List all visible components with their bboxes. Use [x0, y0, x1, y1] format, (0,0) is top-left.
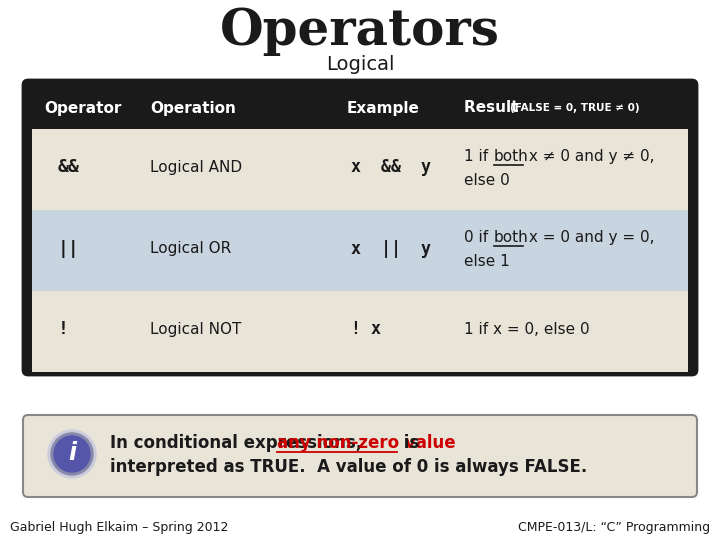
FancyBboxPatch shape: [30, 85, 690, 131]
Text: is: is: [398, 434, 419, 452]
Text: Result: Result: [464, 100, 523, 116]
Text: both: both: [494, 230, 528, 245]
Text: x = 0 and y = 0,: x = 0 and y = 0,: [524, 230, 654, 245]
Text: x  ||  y: x || y: [351, 240, 431, 258]
Text: both: both: [494, 149, 528, 164]
Text: Gabriel Hugh Elkaim – Spring 2012: Gabriel Hugh Elkaim – Spring 2012: [10, 521, 228, 534]
Text: !: !: [58, 321, 69, 339]
Text: (FALSE = 0, TRUE ≠ 0): (FALSE = 0, TRUE ≠ 0): [510, 103, 639, 113]
Text: ! x: ! x: [351, 321, 381, 339]
Text: Logical AND: Logical AND: [150, 160, 242, 175]
Text: CMPE-013/L: “C” Programming: CMPE-013/L: “C” Programming: [518, 521, 710, 534]
Text: x  &&  y: x && y: [351, 159, 431, 177]
Text: interpreted as TRUE.  A value of 0 is always FALSE.: interpreted as TRUE. A value of 0 is alw…: [110, 458, 588, 476]
Text: else 0: else 0: [464, 173, 510, 188]
Text: x ≠ 0 and y ≠ 0,: x ≠ 0 and y ≠ 0,: [524, 149, 654, 164]
Text: Logical: Logical: [325, 55, 395, 73]
Text: ||: ||: [58, 240, 80, 258]
Circle shape: [48, 430, 96, 478]
Bar: [32, 210, 688, 291]
Circle shape: [51, 433, 93, 475]
Text: 1 if x = 0, else 0: 1 if x = 0, else 0: [464, 322, 590, 337]
Text: In conditional expressions,: In conditional expressions,: [110, 434, 368, 452]
Text: Logical NOT: Logical NOT: [150, 322, 241, 337]
FancyBboxPatch shape: [23, 415, 697, 497]
Text: Logical OR: Logical OR: [150, 241, 231, 256]
Circle shape: [54, 436, 90, 472]
Text: any non-zero value: any non-zero value: [277, 434, 456, 452]
Text: 1 if: 1 if: [464, 149, 493, 164]
Text: Operator: Operator: [44, 100, 122, 116]
Text: i: i: [68, 441, 76, 465]
Text: &&: &&: [58, 159, 80, 177]
Bar: [32, 129, 688, 210]
Text: Operation: Operation: [150, 100, 236, 116]
Text: Example: Example: [347, 100, 420, 116]
Text: else 1: else 1: [464, 254, 510, 269]
Text: 0 if: 0 if: [464, 230, 493, 245]
FancyBboxPatch shape: [23, 80, 697, 375]
Text: Operators: Operators: [220, 8, 500, 57]
Bar: [32, 291, 688, 372]
